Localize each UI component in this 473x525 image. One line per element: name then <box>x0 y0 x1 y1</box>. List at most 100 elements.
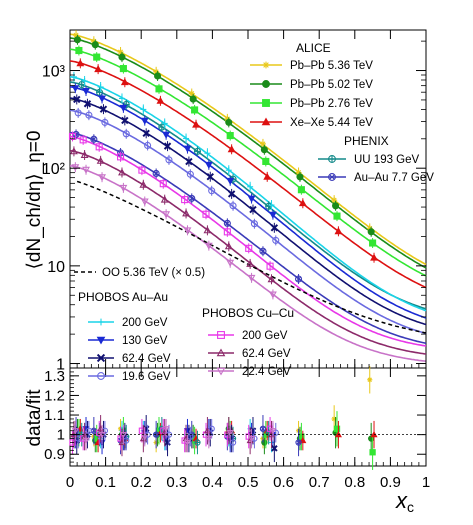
point-cucu624 <box>182 209 190 217</box>
point-pbpb502 <box>189 95 197 103</box>
legend-marker-auau200 <box>97 318 105 326</box>
point-cucu624 <box>69 147 78 155</box>
point-cucu224 <box>247 274 256 282</box>
legend-marker-cucu624 <box>216 348 226 357</box>
point-auau77 <box>90 135 98 143</box>
point-cucu200 <box>159 180 167 188</box>
ratio-point-cucu224 <box>248 435 256 443</box>
x-tick-label: 0.5 <box>238 474 259 491</box>
point-cucu624 <box>139 180 148 188</box>
ratio-point-pbpb276 <box>369 449 376 456</box>
point-auau130 <box>247 195 256 203</box>
point-cucu200 <box>202 210 210 218</box>
legend-label-uu193: UU 193 GeV <box>354 154 420 166</box>
point-auau130 <box>71 85 80 93</box>
legend: ALICE Pb–Pb 5.36 TeV Pb–Pb 5.02 TeV Pb–Pb 2… <box>74 41 434 383</box>
legend-label-auau130: 130 GeV <box>122 335 168 347</box>
point-pbpb502 <box>367 228 375 236</box>
fit-curve-uu193 <box>69 81 427 310</box>
fit-curve-cucu200 <box>69 135 427 347</box>
point-cucu624 <box>80 150 89 158</box>
point-cucu224 <box>98 174 106 182</box>
legend-group-phenix: PHENIX <box>344 134 389 148</box>
point-auau624 <box>270 224 279 232</box>
point-auau130 <box>226 177 235 185</box>
legend-label-pbpb502: Pb–Pb 5.02 TeV <box>290 79 373 91</box>
point-xexe544 <box>298 199 307 207</box>
x-axis-title: xc <box>395 488 414 515</box>
ratio-point-cucu224 <box>162 426 170 433</box>
point-cucu624 <box>118 168 126 176</box>
point-pbpb276 <box>155 85 163 93</box>
point-auau196 <box>144 141 152 150</box>
point-pbpb502 <box>225 118 233 126</box>
point-pbpb502 <box>118 53 126 61</box>
point-uu193 <box>95 88 104 96</box>
point-auau200 <box>161 120 168 127</box>
x-tick-label: 0.4 <box>202 474 223 491</box>
point-pbpb536 <box>259 140 266 147</box>
y-tick-label-bottom: 1.3 <box>44 368 65 385</box>
point-auau624 <box>99 105 108 113</box>
x-tick-label: 0.2 <box>131 474 152 491</box>
y-axis-title-top: ⟨dN_ch/dη⟩_η=0 <box>24 131 45 270</box>
point-auau624 <box>249 205 257 214</box>
legend-label-cucu224: 22.4 GeV <box>242 366 291 378</box>
point-pbpb276 <box>191 106 199 114</box>
point-auau130 <box>162 131 171 139</box>
legend-group-phobos-cucu: PHOBOS Cu–Cu <box>202 306 294 320</box>
point-auau624 <box>83 100 92 108</box>
point-uu193 <box>78 81 86 89</box>
point-auau196 <box>186 170 194 178</box>
point-auau200 <box>204 150 211 157</box>
legend-label-pbpb276: Pb–Pb 2.76 TeV <box>290 98 373 110</box>
ratio-point-auau77 <box>295 439 302 446</box>
point-xexe544 <box>263 172 272 180</box>
legend-marker-auau130 <box>96 336 106 345</box>
ratio-point-cucu224 <box>71 428 79 435</box>
legend-marker-xexe544 <box>261 117 271 126</box>
point-xexe544 <box>334 227 343 235</box>
y-tick-label-bottom: 1 <box>57 427 65 444</box>
point-cucu224 <box>162 211 171 219</box>
data-points <box>68 30 378 300</box>
point-auau624 <box>185 157 193 166</box>
legend-marker-pbpb502 <box>262 80 270 88</box>
legend-marker-pbpb276 <box>262 99 270 107</box>
legend-label-xexe544: Xe–Xe 5.44 TeV <box>290 117 373 129</box>
point-xexe544 <box>156 96 165 104</box>
point-auau624 <box>206 173 214 181</box>
point-cucu224 <box>119 184 128 192</box>
point-auau200 <box>118 95 125 102</box>
point-cucu224 <box>268 291 277 299</box>
point-auau200 <box>183 135 190 142</box>
point-auau196 <box>272 236 280 244</box>
point-auau130 <box>268 211 277 219</box>
point-cucu224 <box>82 166 90 174</box>
point-cucu200 <box>68 132 77 140</box>
legend-label-cucu624: 62.4 GeV <box>242 348 291 360</box>
fit-curves <box>69 33 427 362</box>
legend-label-cucu200: 200 GeV <box>242 330 288 342</box>
fit-curve-pbpb276 <box>69 48 427 277</box>
fit-curve-pbpb502 <box>69 37 427 269</box>
legend-marker-auau196 <box>97 372 105 380</box>
ratio-points <box>69 366 426 470</box>
point-pbpb502 <box>332 202 340 210</box>
ratio-point-cucu200 <box>69 439 76 446</box>
x-tick-label: 0 <box>66 474 74 491</box>
ratio-point-cucu224 <box>226 430 234 437</box>
point-cucu200 <box>266 262 274 270</box>
point-pbpb276 <box>297 186 305 194</box>
legend-marker-auau624 <box>96 353 106 363</box>
ratio-point-uu193 <box>194 439 201 446</box>
ratio-point-cucu224 <box>183 439 192 447</box>
point-auau196 <box>122 130 130 138</box>
point-auau196 <box>74 109 82 117</box>
point-auau200 <box>81 77 88 84</box>
point-auau200 <box>247 183 254 190</box>
point-auau624 <box>121 116 129 125</box>
point-cucu224 <box>226 259 235 267</box>
legend-marker-auau77 <box>328 173 336 181</box>
ratio-point-auau624 <box>271 445 278 452</box>
